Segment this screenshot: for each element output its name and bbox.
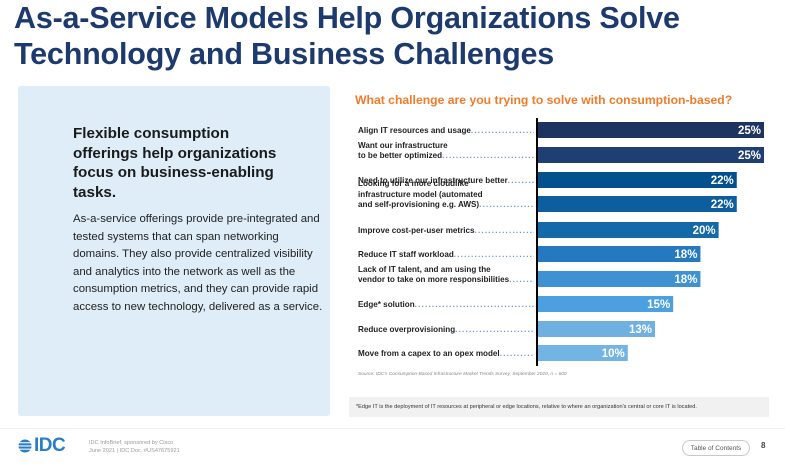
panel-body-text: As-a-service offerings provide pre-integ… [73,213,323,313]
leader-dots: ........................................… [479,200,534,210]
category-label: Want our infrastructure to be better opti… [358,141,534,162]
bar-1 [537,122,764,138]
bar-9 [537,321,656,337]
footnote: *Edge IT is the deployment of IT resourc… [349,397,769,417]
bar-10 [537,345,628,361]
page-number: 8 [761,441,766,450]
bar-7 [537,271,701,287]
table-of-contents-button[interactable]: Table of Contents [682,440,750,456]
leader-dots: ........................................… [453,250,534,260]
summary-panel: Flexible consumption offerings help orga… [18,86,330,416]
footer-info: IDC InfoBrief, sponsored by Cisco June 2… [89,440,180,455]
bar-6 [537,246,701,262]
bar-value-label: 15% [647,299,670,311]
chart-source: Source: IDC's Consumption-Based Infrastr… [358,372,567,377]
footer-divider [0,428,785,429]
bar-value-label: 25% [738,150,761,162]
category-label: Reduce overprovisioning.................… [358,325,534,336]
category-label: Edge* solution..........................… [358,300,534,310]
page-title: As-a-Service Models Help Organizations S… [14,1,680,71]
leader-dots: ........................................… [455,325,534,335]
footer-info-line-2: June 2021 | IDC Doc. #US47675921 [89,447,180,454]
leader-dots: ........................................… [507,176,534,186]
footer-info-line-1: IDC InfoBrief, sponsored by Cisco [89,440,174,446]
leader-dots: ........................................… [499,349,534,359]
bar-5 [537,222,719,238]
category-label: Align IT resources and usage............… [358,126,534,136]
category-label: Looking for a more cloudlike infrastructu… [358,179,534,210]
logo-text: IDC [34,435,66,456]
bar-value-label: 22% [711,199,734,211]
category-label: Improve cost-per-user metrics...........… [358,226,534,236]
bar-value-label: 22% [711,175,734,187]
chart-title: What challenge are you trying to solve w… [355,93,733,107]
category-label: Lack of IT talent, and am using the vendo… [358,264,534,285]
leader-dots: ........................................… [509,275,534,285]
idc-logo: IDC [18,435,66,456]
bar-value-label: 18% [674,274,697,286]
category-label: Need to utilize our infrastructure bette… [358,176,534,187]
bar-value-label: 18% [674,249,697,261]
category-label: Reduce IT staff workload................… [358,250,534,260]
bar-2 [537,147,764,163]
panel-heading: Flexible consumption offerings help orga… [73,125,277,201]
leader-dots: ........................................… [414,300,534,310]
bar-value-label: 13% [629,324,652,336]
leader-dots: ........................................… [442,151,534,161]
leader-dots: ........................................… [474,226,534,236]
bar-4 [537,196,737,212]
bar-3 [537,172,737,188]
bar-value-label: 25% [738,125,761,137]
bar-value-label: 10% [602,348,625,360]
idc-globe-icon [18,439,32,453]
category-label: Move from a capex to an opex model......… [358,349,534,359]
bar-8 [537,296,674,312]
leader-dots: ........................................… [470,126,534,136]
bar-value-label: 20% [693,225,716,237]
